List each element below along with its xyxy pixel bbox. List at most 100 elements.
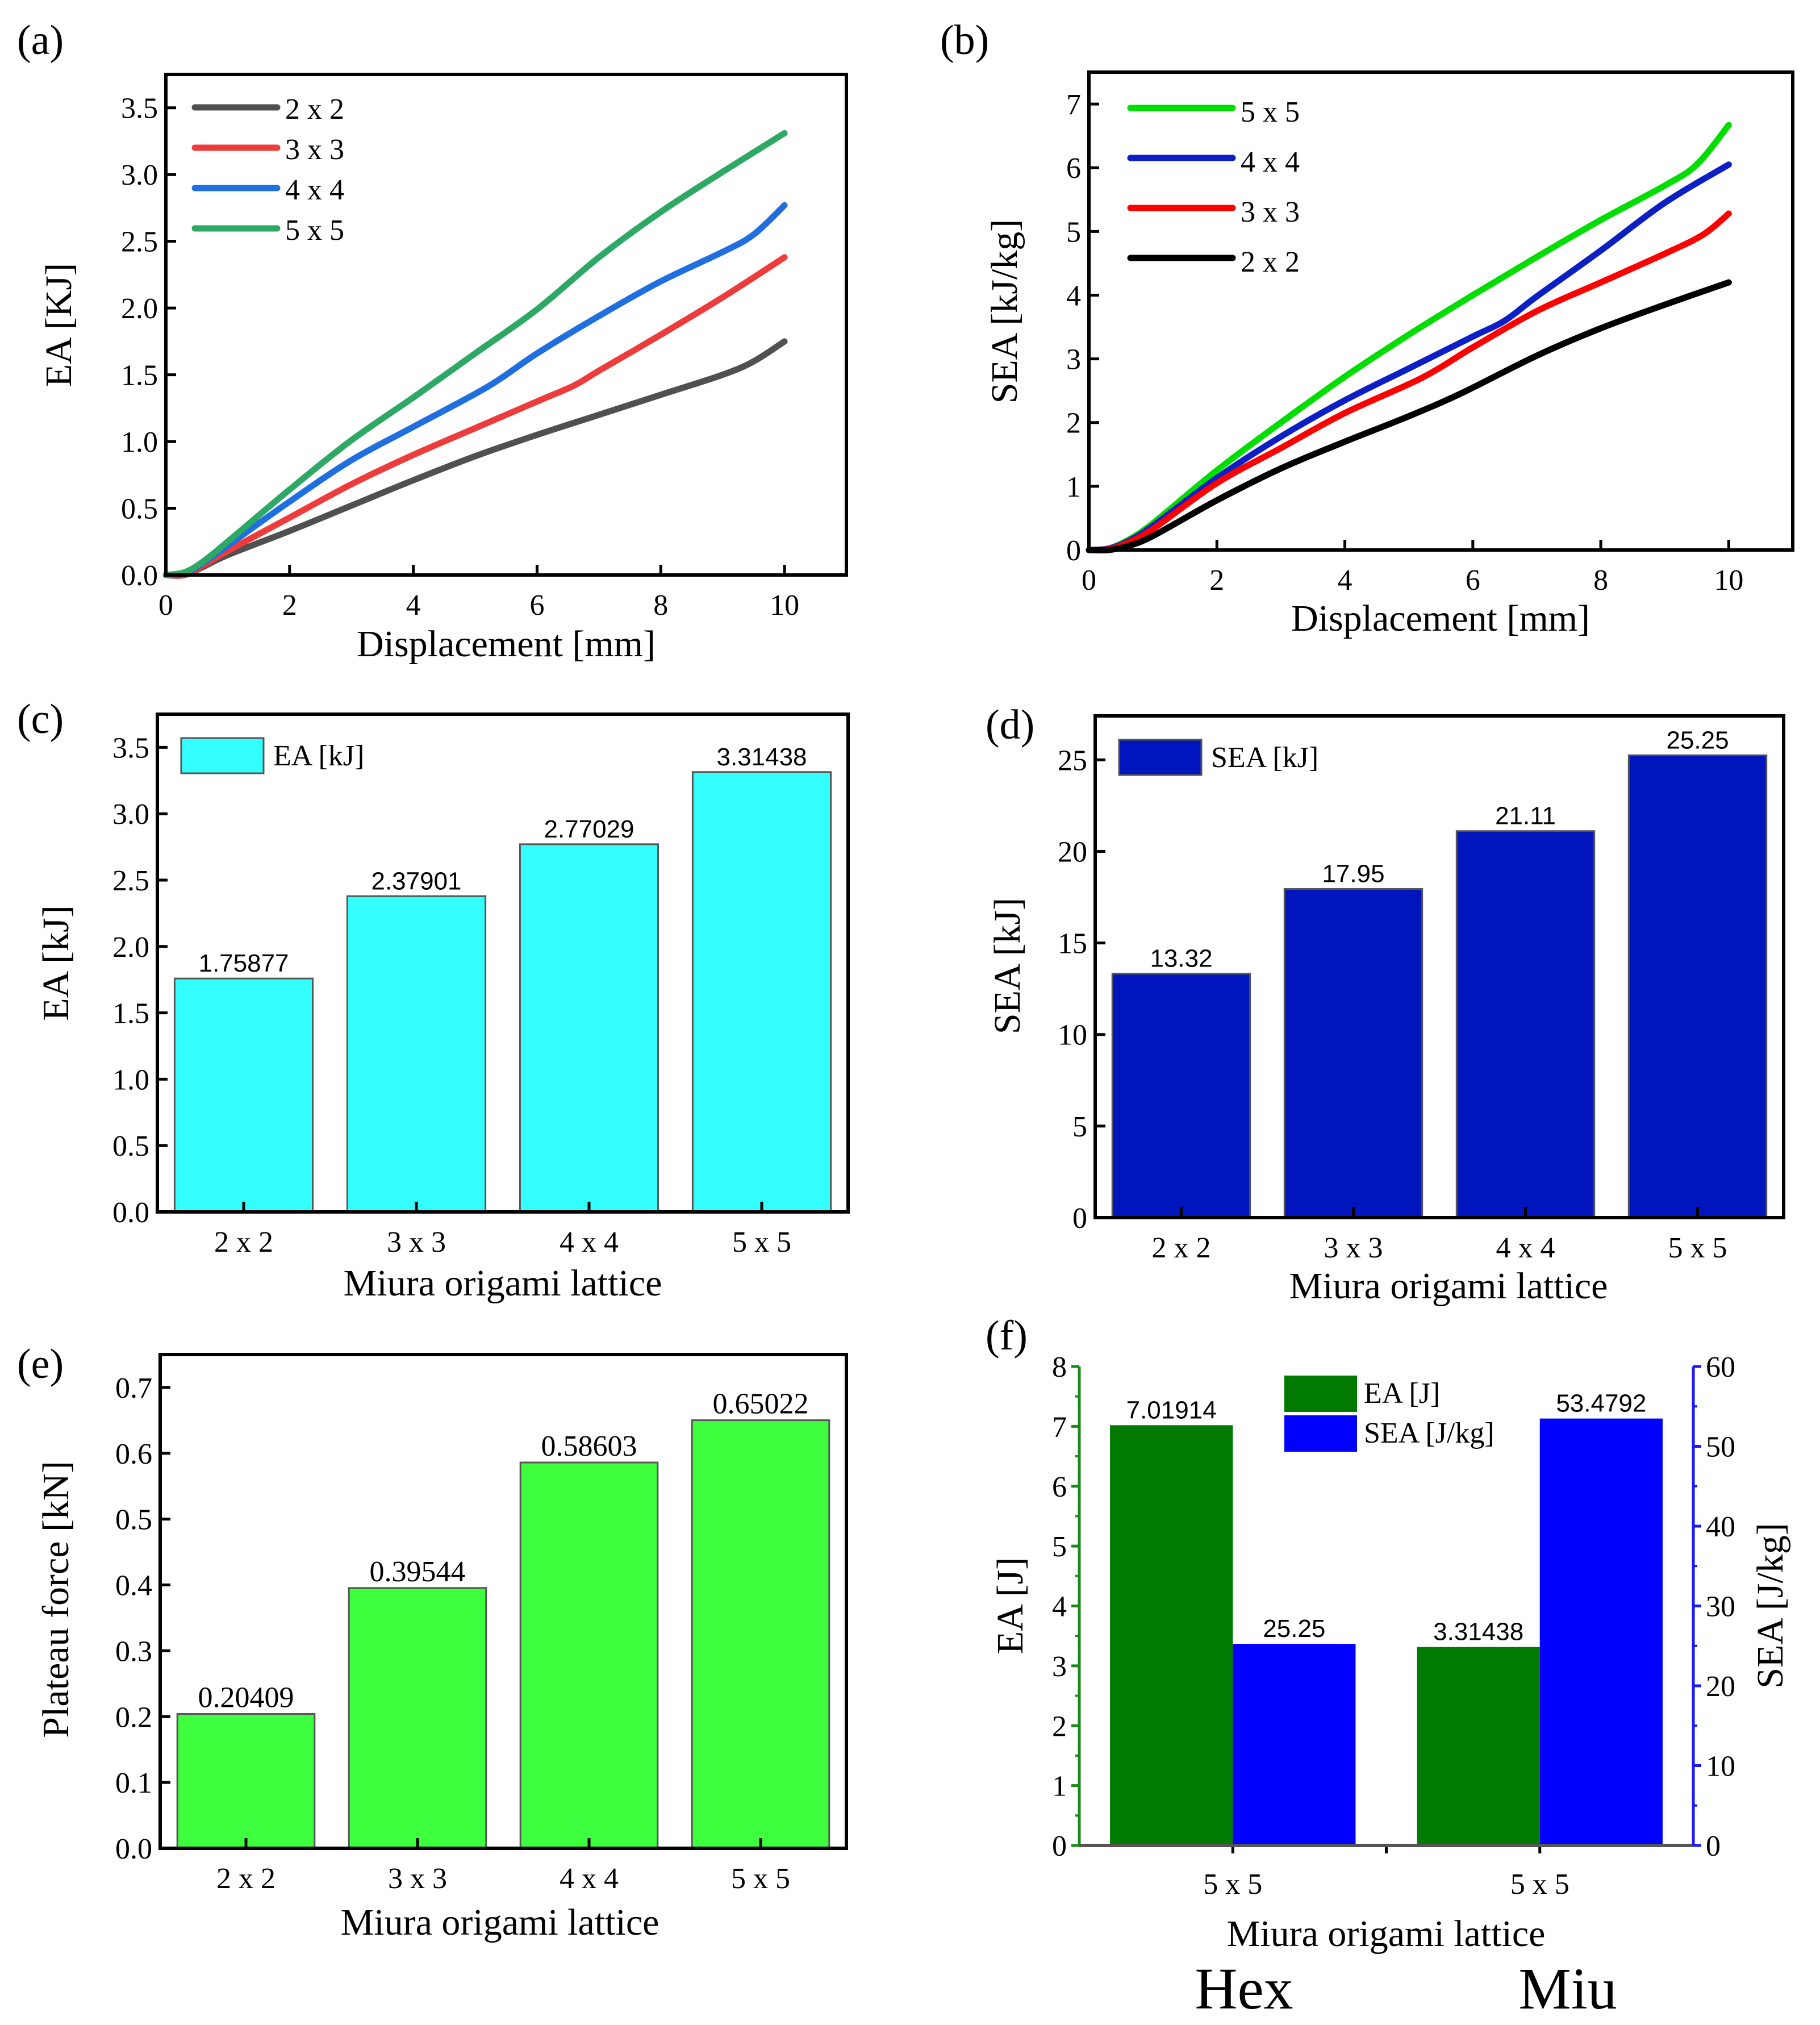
bar [348, 1587, 487, 1849]
y-axis-title-right: SEA [J/kg] [1750, 1523, 1791, 1689]
bar [1111, 973, 1251, 1219]
y-tick-label: 0.1 [115, 1767, 152, 1799]
bar-sea [1233, 1644, 1356, 1845]
y-tick-label: 1 [1066, 471, 1081, 503]
plot-frame [156, 713, 850, 1214]
y-tick-label: 6 [1052, 1471, 1067, 1503]
footer-label-miu: Miu [1518, 1956, 1617, 2022]
footer-label-hex: Hex [1195, 1956, 1293, 2022]
x-axis-title: Displacement [mm] [357, 623, 656, 665]
plot-frame [1093, 714, 1785, 1219]
y-tick-label: 0.6 [115, 1438, 152, 1470]
legend-label: 2 x 2 [1241, 246, 1300, 278]
bar [1283, 888, 1424, 1219]
panel-e: (e) Miura origami lattice Plateau force [k… [17, 1341, 848, 1943]
x-tick-label: 4 [1338, 564, 1353, 597]
series-line-2x2 [1086, 279, 1732, 553]
y-tick-label: 3.0 [112, 798, 149, 831]
y-tick-label: 3.0 [121, 159, 158, 191]
y-tick-label: 6 [1066, 152, 1081, 185]
y-tick-label-right: 0 [1706, 1830, 1721, 1863]
legend-swatch [1284, 1376, 1357, 1412]
panel-d: (d) Miura origami lattice SEA [kJ] 13.32 2 x… [986, 702, 1785, 1307]
bar-value-label: 25.25 [1666, 726, 1729, 754]
series-line-2x2 [162, 338, 788, 579]
bar-value-label: 0.58603 [541, 1430, 637, 1463]
x-tick-label: 5 x 5 [1203, 1868, 1262, 1901]
y-tick-label: 0.4 [115, 1570, 152, 1602]
y-tick-label: 3 [1066, 344, 1081, 376]
y-tick-label: 0.0 [115, 1833, 152, 1865]
x-tick-label: 2 x 2 [1152, 1232, 1211, 1264]
legend-label: EA [kJ] [273, 740, 364, 772]
bar [691, 771, 832, 1213]
x-tick-label: 4 [406, 589, 421, 622]
legend-label: 4 x 4 [285, 174, 344, 206]
y-tick-label: 0.3 [115, 1635, 152, 1668]
series-line-3x3 [162, 254, 788, 579]
y-tick-label: 10 [1058, 1019, 1087, 1052]
bar-value-label: 21.11 [1495, 802, 1556, 830]
x-tick-label: 10 [1714, 564, 1743, 597]
y-axis-title: SEA [kJ/kg] [984, 219, 1025, 404]
y-tick-label: 0 [1052, 1830, 1067, 1863]
bar-value-label: 0.20409 [198, 1682, 294, 1714]
y-tick-label: 0.2 [115, 1701, 152, 1734]
bar [1455, 830, 1596, 1219]
x-tick-label: 3 x 3 [1324, 1232, 1383, 1264]
x-axis-title: Displacement [mm] [1291, 598, 1590, 639]
y-tick-label: 0.5 [112, 1130, 149, 1162]
y-axis-title: EA [kJ] [35, 905, 77, 1020]
bar-value-label: 0.39544 [370, 1556, 466, 1588]
bar-value-label: 3.31438 [1433, 1618, 1523, 1646]
y-axis-title: EA [KJ] [38, 263, 80, 387]
bar [519, 843, 659, 1213]
panel-b: (b) Displacement [mm] SEA [kJ/kg] 5 x 5 4 x … [940, 17, 1794, 639]
y-tick-label: 0 [1066, 535, 1081, 567]
bar [1627, 754, 1768, 1219]
y-tick-label: 15 [1058, 928, 1087, 960]
legend-label: 3 x 3 [285, 134, 344, 166]
y-tick-label: 4 [1066, 280, 1081, 312]
x-tick-label: 4 x 4 [1496, 1232, 1555, 1264]
x-axis-title: Miura origami lattice [1289, 1265, 1608, 1307]
x-tick-label: 5 x 5 [731, 1863, 790, 1895]
y-tick-label-right: 10 [1706, 1751, 1735, 1783]
y-tick-label: 2.5 [112, 865, 149, 897]
y-tick-label: 3 [1052, 1651, 1067, 1683]
x-tick-label: 4 x 4 [560, 1226, 619, 1259]
panel-label: (c) [17, 696, 64, 743]
x-tick-label: 8 [1593, 564, 1608, 597]
bar-value-label: 7.01914 [1126, 1396, 1217, 1424]
legend-label: 4 x 4 [1241, 146, 1300, 178]
y-tick-label: 5 [1072, 1111, 1087, 1143]
bar-value-label: 2.77029 [544, 815, 634, 843]
y-axis-title: Plateau force [kN] [35, 1461, 77, 1738]
legend-label: SEA [J/kg] [1364, 1417, 1495, 1449]
x-axis-title: Miura origami lattice [1227, 1913, 1546, 1955]
panel-label: (d) [986, 702, 1034, 748]
y-tick-label: 0 [1072, 1202, 1087, 1235]
x-tick-label: 2 x 2 [214, 1226, 273, 1259]
y-tick-label: 2.0 [112, 931, 149, 964]
y-tick-label: 3.5 [112, 732, 149, 764]
legend-label: EA [J] [1364, 1377, 1440, 1410]
y-tick-label-right: 30 [1706, 1591, 1735, 1623]
y-tick-label: 0.0 [121, 560, 158, 592]
x-tick-label: 10 [770, 589, 799, 622]
bar-ea [1417, 1647, 1540, 1845]
bar-value-label: 17.95 [1322, 860, 1384, 888]
series-line-5x5 [1086, 122, 1732, 553]
bar-value-label: 0.65022 [713, 1388, 809, 1420]
y-axis-title: EA [J] [990, 1557, 1031, 1654]
panel-label: (b) [940, 17, 989, 64]
y-tick-label: 2 [1052, 1710, 1067, 1743]
y-tick-label: 7 [1066, 89, 1081, 121]
plot-frame [1087, 70, 1794, 552]
bar-value-label: 2.37901 [371, 867, 461, 895]
bar [519, 1461, 659, 1849]
bar [346, 895, 487, 1213]
x-tick-label: 2 [282, 589, 297, 622]
y-tick-label: 3.5 [121, 93, 158, 125]
x-tick-label: 2 [1209, 564, 1224, 597]
